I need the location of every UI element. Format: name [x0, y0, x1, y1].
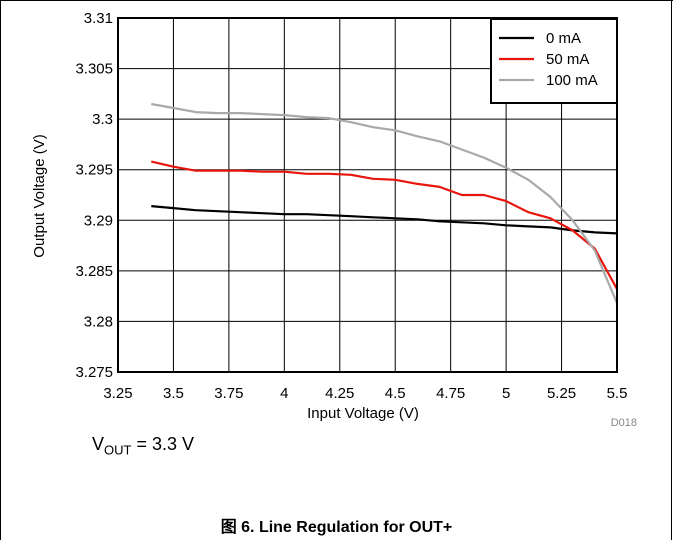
- y-tick-label: 3.275: [75, 364, 113, 381]
- x-tick-label: 5.5: [607, 385, 628, 402]
- condition-subscript: OUT: [104, 442, 132, 458]
- legend-label-100ma: 100 mA: [546, 72, 598, 89]
- y-tick-label: 3.285: [75, 263, 113, 280]
- series-line-50ma: [151, 160, 618, 290]
- series-line-0ma: [151, 205, 618, 235]
- y-tick-label: 3.295: [75, 162, 113, 179]
- y-tick-label: 3.3: [92, 111, 113, 128]
- figure-caption: 图 6. Line Regulation for OUT+: [220, 519, 453, 536]
- condition-symbol: V: [92, 434, 105, 454]
- y-tick-label: 3.28: [84, 313, 113, 330]
- x-tick-label: 4.25: [325, 385, 354, 402]
- x-axis-label: Input Voltage (V): [307, 405, 419, 422]
- legend-box: [490, 18, 618, 104]
- series-line-100ma: [151, 102, 619, 304]
- y-axis-label: Output Voltage (V): [31, 134, 48, 257]
- legend-label-50ma: 50 mA: [546, 51, 589, 68]
- plot-area-border: [117, 17, 618, 373]
- x-tick-label: 4: [280, 385, 288, 402]
- series-lines: [151, 102, 619, 304]
- legend-label-0ma: 0 mA: [546, 30, 581, 47]
- x-tick-label: 5.25: [547, 385, 576, 402]
- x-tick-label: 3.5: [163, 385, 184, 402]
- x-tick-label: 4.75: [436, 385, 465, 402]
- y-tick-label: 3.305: [75, 61, 113, 78]
- y-tick-label: 3.29: [84, 212, 113, 229]
- condition-value: = 3.3 V: [136, 434, 195, 454]
- x-tick-label: 3.25: [103, 385, 132, 402]
- figure-id-label: D018: [611, 417, 637, 429]
- condition-note: VOUT = 3.3 V: [92, 434, 194, 458]
- x-tick-label: 3.75: [214, 385, 243, 402]
- y-tick-label: 3.31: [84, 10, 113, 27]
- x-tick-labels: 3.25 3.5 3.75 4 4.25 4.5 4.75 5 5.25 5.5: [103, 385, 627, 402]
- y-tick-labels: 3.275 3.28 3.285 3.29 3.295 3.3 3.305 3.31: [75, 10, 113, 381]
- legend: 0 mA 50 mA 100 mA: [490, 18, 618, 104]
- x-tick-label: 4.5: [385, 385, 406, 402]
- x-tick-label: 5: [502, 385, 510, 402]
